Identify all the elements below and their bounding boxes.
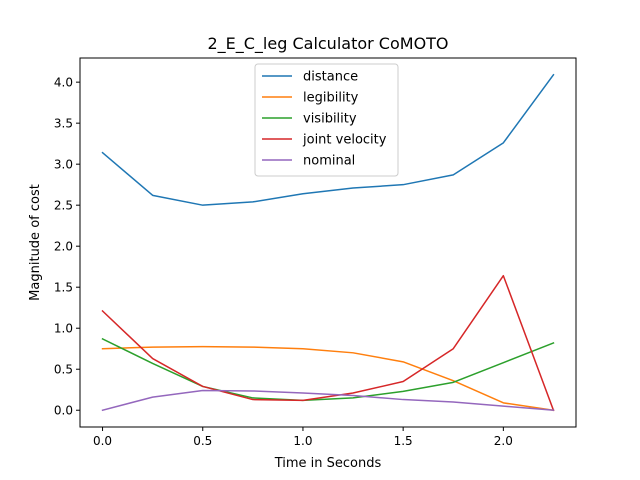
legend-label-4: nominal <box>303 154 355 169</box>
x-tick-label: 0.5 <box>193 434 212 448</box>
x-axis-label: Time in Seconds <box>274 456 382 471</box>
x-tick-label: 2.0 <box>494 434 513 448</box>
x-tick-label: 0.0 <box>93 434 112 448</box>
legend: distance legibility visibility joint veloci… <box>254 63 399 177</box>
y-tick-label: 2.0 <box>54 240 73 254</box>
y-tick-label: 0.5 <box>54 363 73 377</box>
chart-title: 2_E_C_leg Calculator CoMOTO <box>207 34 448 54</box>
y-tick-label: 2.5 <box>54 199 73 213</box>
axes-frame <box>79 57 577 428</box>
legend-label-2: visibility <box>303 112 357 127</box>
legend-label-0: distance <box>303 70 358 85</box>
y-tick-label: 1.5 <box>54 281 73 295</box>
x-axis: 0.0 0.5 1.0 1.5 2.0 <box>93 427 513 448</box>
x-tick-label: 1.5 <box>394 434 413 448</box>
series-line-2 <box>101 337 555 402</box>
plot-area <box>101 73 555 412</box>
y-tick-label: 3.5 <box>54 117 73 131</box>
y-tick-label: 4.0 <box>54 76 73 90</box>
x-tick-label: 1.0 <box>293 434 312 448</box>
y-axis: 0.0 0.5 1.0 1.5 2.0 2.5 3.0 3.5 4.0 <box>54 76 80 418</box>
series-line-3 <box>101 274 555 412</box>
series-line-4 <box>101 389 555 412</box>
y-tick-label: 3.0 <box>54 158 73 172</box>
legend-label-3: joint velocity <box>302 133 387 148</box>
y-tick-label: 0.0 <box>54 404 73 418</box>
legend-label-1: legibility <box>303 91 359 106</box>
y-axis-label: Magnitude of cost <box>28 184 43 301</box>
series-line-0 <box>101 73 555 206</box>
y-tick-label: 1.0 <box>54 322 73 336</box>
legend-box <box>254 63 399 177</box>
series-line-1 <box>101 345 555 412</box>
